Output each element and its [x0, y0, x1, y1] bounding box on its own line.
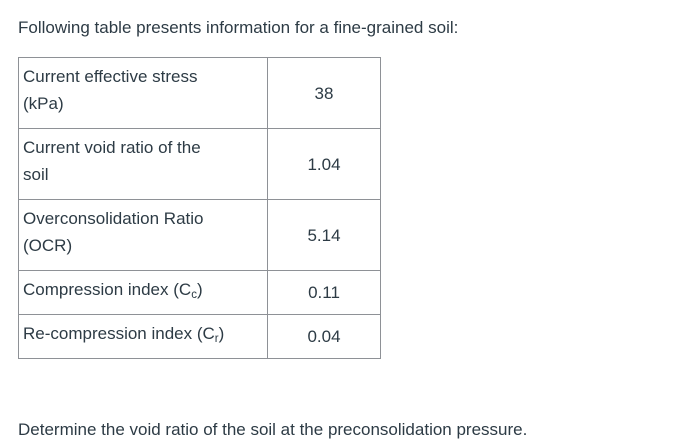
row-label: Current effective stress (kPa) — [18, 57, 268, 129]
row-label-text: Current void ratio of the soil — [23, 138, 201, 184]
question-prompt-text: Determine the void ratio of the soil at … — [18, 420, 528, 439]
table-row: Current effective stress (kPa) 38 — [18, 57, 381, 129]
row-label-text: Compression index (C — [23, 280, 192, 299]
row-label-text: Overconsolidation Ratio (OCR) — [23, 209, 204, 255]
row-label-subscript: c — [191, 289, 197, 301]
question-page: Following table presents information for… — [18, 14, 662, 443]
table-row: Overconsolidation Ratio (OCR) 5.14 — [18, 199, 381, 271]
row-value: 1.04 — [267, 128, 381, 200]
row-label-subscript: r — [214, 333, 219, 345]
soil-properties-table: Current effective stress (kPa) 38 Curren… — [18, 57, 381, 359]
row-value: 0.11 — [267, 270, 381, 315]
row-value: 0.04 — [267, 314, 381, 359]
row-label-suffix: ) — [196, 280, 203, 299]
row-label: Current void ratio of the soil — [18, 128, 268, 200]
table-row: Compression index (Cc) 0.11 — [18, 270, 381, 315]
row-label: Overconsolidation Ratio (OCR) — [18, 199, 268, 271]
row-label: Re-compression index (Cr) — [18, 314, 268, 359]
table-row: Re-compression index (Cr) 0.04 — [18, 314, 381, 359]
row-label: Compression index (Cc) — [18, 270, 268, 315]
row-label-text: Re-compression index (C — [23, 324, 215, 343]
row-label-suffix: ) — [218, 324, 225, 343]
table-row: Current void ratio of the soil 1.04 — [18, 128, 381, 200]
row-value: 5.14 — [267, 199, 381, 271]
row-label-text: Current effective stress (kPa) — [23, 67, 198, 113]
row-value: 38 — [267, 57, 381, 129]
question-intro-text: Following table presents information for… — [18, 18, 459, 37]
